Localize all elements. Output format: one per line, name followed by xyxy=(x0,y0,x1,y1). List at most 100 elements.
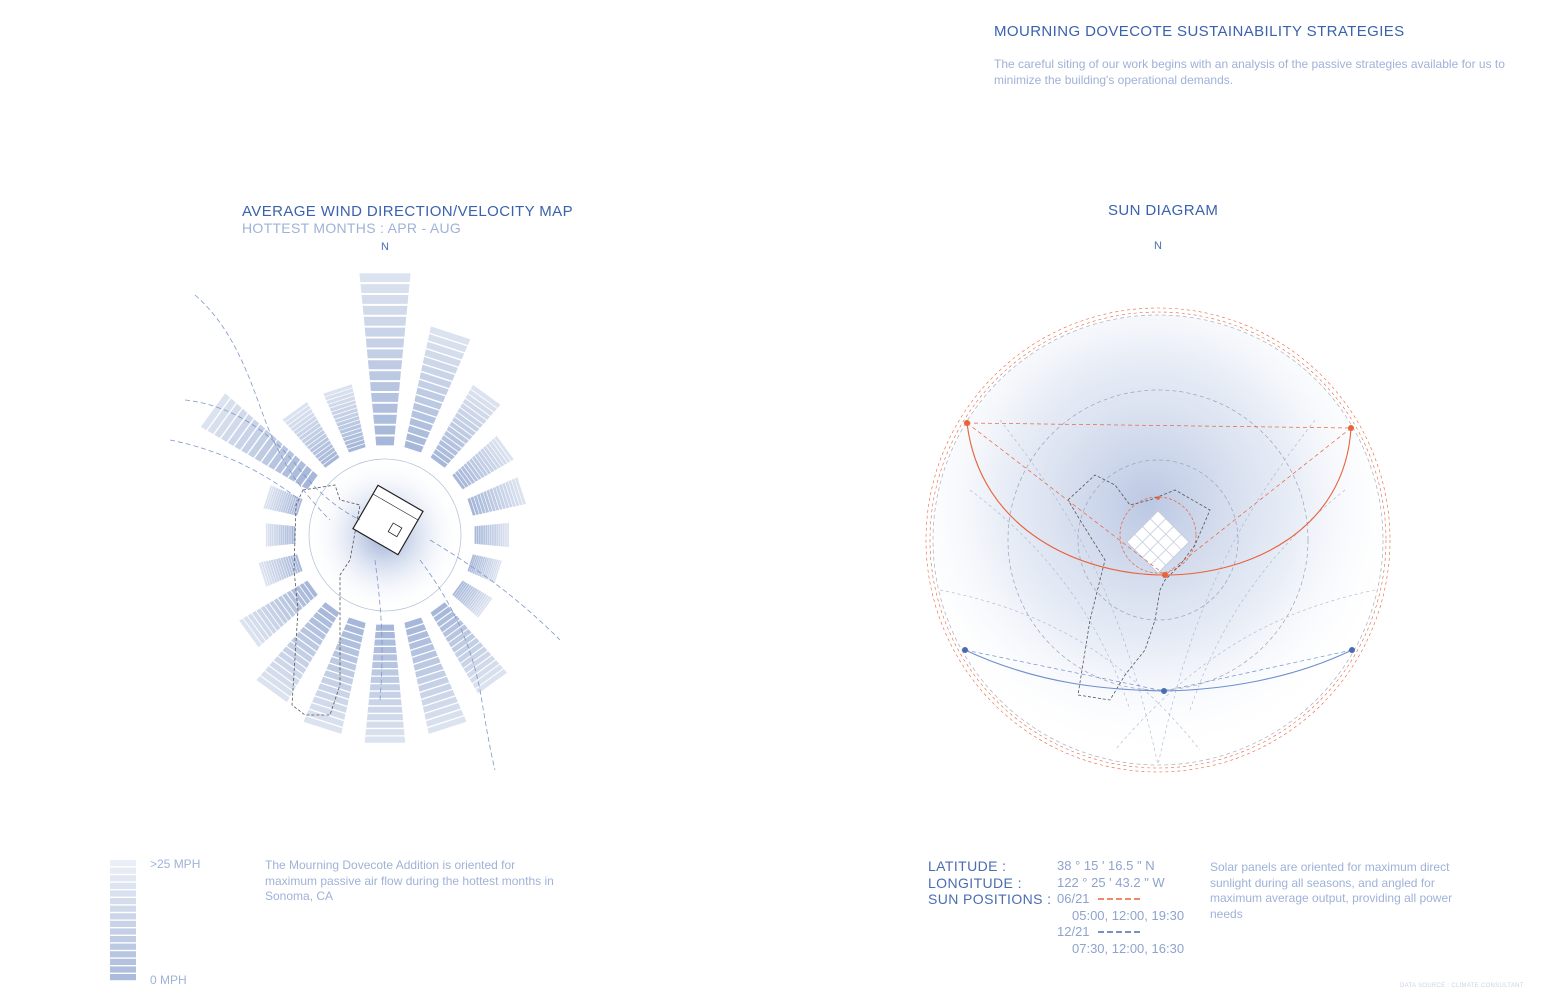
legend-step xyxy=(110,867,136,874)
legend-step xyxy=(110,966,136,973)
wind-bar-segment xyxy=(489,488,500,511)
wind-bar-segment xyxy=(334,412,359,423)
wind-bar-segment xyxy=(278,595,296,618)
wind-bar-segment xyxy=(449,421,473,440)
wind-bar-segment xyxy=(476,493,486,514)
wind-bar-segment xyxy=(462,398,490,420)
wind-bar-segment xyxy=(417,379,449,396)
wind-bar-segment xyxy=(372,403,398,413)
wind-bar-segment xyxy=(458,585,472,602)
wind-bar-segment xyxy=(480,448,498,471)
wind-bar-segment xyxy=(279,524,281,546)
summer-sunrise-marker xyxy=(964,420,970,426)
wind-bar-segment xyxy=(282,493,291,513)
wind-bar-segment xyxy=(478,525,481,545)
wind-bar-segment xyxy=(470,555,479,574)
wind-bar-segment xyxy=(405,624,427,636)
wind-bar-segment xyxy=(374,425,396,435)
wind-bar-segment xyxy=(472,664,504,689)
wind-bar-segment xyxy=(412,402,440,417)
wind-bar-segment xyxy=(278,491,287,512)
wind-bar-segment xyxy=(308,617,330,635)
wind-bar-segment xyxy=(320,451,338,465)
wind-bar-segment xyxy=(343,624,365,636)
wind-bar-segment xyxy=(346,617,366,629)
wind-bar-segment xyxy=(462,587,476,605)
wind-bar-segment xyxy=(442,620,464,638)
wind-bar-segment xyxy=(489,559,499,582)
wind-bar-segment xyxy=(491,560,500,583)
wind-bar-segment xyxy=(260,671,293,697)
wind-bar-segment xyxy=(436,611,456,627)
wind-bar-segment xyxy=(267,523,270,547)
wind-bar-segment xyxy=(474,526,477,544)
wind-bar-segment xyxy=(499,484,510,509)
wind-bar-segment xyxy=(424,349,462,367)
wind-bar-segment xyxy=(483,525,486,545)
wind-bar-segment xyxy=(481,557,489,578)
zenith-marker xyxy=(1156,496,1160,500)
wind-bar-segment xyxy=(326,663,355,678)
wind-bar-segment xyxy=(430,602,448,617)
sun-path-diagram xyxy=(925,307,1391,773)
solar-description: Solar panels are oriented for maximum di… xyxy=(1210,860,1453,921)
wind-inner-circle xyxy=(308,458,462,612)
wind-rose-diagram xyxy=(169,273,561,771)
wind-bar-segment xyxy=(263,561,273,585)
legend-step xyxy=(110,951,136,958)
wind-bar-segment xyxy=(492,524,494,546)
wind-map-title: AVERAGE WIND DIRECTION/VELOCITY MAP xyxy=(242,203,573,220)
wind-bar-segment xyxy=(430,453,448,468)
wind-bar-segment xyxy=(505,523,507,547)
wind-bar-segment xyxy=(364,327,406,337)
wind-bar-segment xyxy=(280,524,283,546)
wind-bar-segment xyxy=(303,580,318,598)
wind-bar-segment xyxy=(269,523,272,547)
wind-bar-segment xyxy=(460,646,488,668)
wind-velocity-bars xyxy=(200,273,526,743)
wind-bar-segment xyxy=(484,558,493,580)
wind-bar-segment xyxy=(474,453,492,475)
wind-bar-segment xyxy=(427,716,467,734)
wind-bar-segment xyxy=(361,295,409,304)
wind-bar-segment xyxy=(419,372,452,389)
wind-bar-segment xyxy=(369,371,401,381)
wind-bar-segment xyxy=(475,596,491,617)
wind-north-label: N xyxy=(381,241,389,253)
wind-bar-segment xyxy=(320,676,352,692)
wind-bar-segment xyxy=(426,709,464,727)
summer-noon-marker xyxy=(1162,572,1168,578)
wind-bar-segment xyxy=(315,444,334,459)
wind-bar-segment xyxy=(469,458,485,478)
winter-sun-ray xyxy=(964,649,1165,692)
wind-bar-segment xyxy=(488,440,508,465)
wind-bar-segment xyxy=(441,435,462,452)
wind-description: The Mourning Dovecote Addition is orient… xyxy=(265,858,554,903)
wind-bar-segment xyxy=(409,637,432,650)
wind-bar-segment xyxy=(502,482,513,508)
wind-bar-segment xyxy=(280,492,289,513)
legend-step xyxy=(110,936,136,943)
wind-bar-segment xyxy=(270,559,280,582)
wind-bar-segment xyxy=(239,618,262,648)
wind-bar-segment xyxy=(455,582,468,599)
wind-bar-segment xyxy=(373,414,397,424)
legend-max-label: >25 MPH xyxy=(150,857,201,871)
wind-bar-segment xyxy=(474,556,482,575)
wind-bar-segment xyxy=(372,661,398,668)
wind-bar-segment xyxy=(275,558,285,580)
wind-bar-segment xyxy=(303,716,343,734)
wind-bar-segment xyxy=(290,412,315,432)
legend-step xyxy=(110,920,136,927)
wind-bar-segment xyxy=(292,525,294,545)
wind-bar-segment xyxy=(252,611,273,638)
longitude-value: 122 ° 25 ' 43.2 " W xyxy=(1057,875,1165,890)
wind-bar-segment xyxy=(414,395,443,410)
legend-step xyxy=(110,875,136,882)
wind-bar-segment xyxy=(317,683,351,699)
wind-bar-segment xyxy=(422,696,458,713)
sun-north-label: N xyxy=(1154,240,1162,252)
wind-bar-segment xyxy=(419,683,453,699)
wind-bar-segment xyxy=(306,433,328,450)
wind-bar-segment xyxy=(288,409,313,429)
